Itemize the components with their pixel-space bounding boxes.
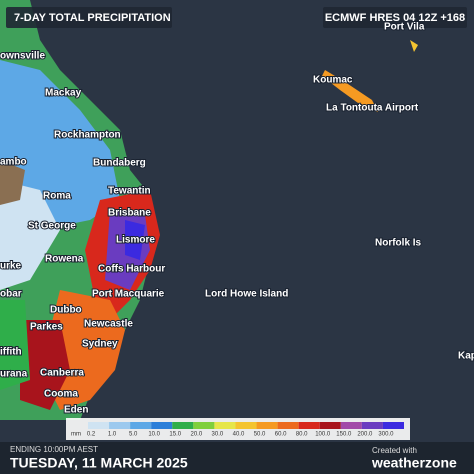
place: Koumac (313, 75, 353, 86)
place: St George (28, 221, 76, 232)
place: Port Macquarie (92, 289, 165, 300)
legend-label: 5.0 (129, 432, 138, 438)
legend: mm 0.2 1.0 5.0 10.0 15.0 20.0 30.0 40.0 50.0 60.0… (66, 418, 410, 440)
legend-label: 60.0 (275, 432, 287, 438)
legend-swatch (172, 422, 194, 429)
place: Norfolk Is (375, 238, 422, 249)
place: Bundaberg (93, 158, 146, 169)
place: Rockhampton (54, 130, 121, 141)
legend-swatch (277, 422, 299, 429)
place: Canberra (40, 368, 84, 379)
legend-label: 0.2 (87, 432, 96, 438)
legend-label: 100.0 (315, 432, 331, 438)
place-labels: ownsville Mackay Rockhampton ambo Bundab… (0, 21, 474, 417)
header: 7-DAY TOTAL PRECIPITATION ECMWF HRES 04 … (6, 7, 467, 28)
place: Eden (64, 405, 88, 416)
date: TUESDAY, 11 MARCH 2025 (10, 455, 188, 471)
place: Roma (43, 191, 71, 202)
place: Parkes (30, 322, 63, 333)
legend-swatch (235, 422, 257, 429)
title: 7-DAY TOTAL PRECIPITATION (14, 12, 171, 24)
legend-label: 30.0 (212, 432, 224, 438)
place: Dubbo (50, 305, 82, 316)
legend-swatch (193, 422, 215, 429)
legend-label: 15.0 (169, 432, 181, 438)
legend-swatch (130, 422, 152, 429)
legend-label: 20.0 (190, 432, 202, 438)
legend-swatch (298, 422, 320, 429)
place: La Tontouta Airport (326, 103, 419, 114)
legend-label: 1.0 (108, 432, 117, 438)
place: ambo (0, 157, 27, 168)
legend-swatch (151, 422, 173, 429)
legend-unit: mm (71, 432, 81, 438)
place: Mackay (45, 88, 82, 99)
place: urana (0, 369, 28, 380)
legend-label: 80.0 (296, 432, 308, 438)
legend-swatch (319, 422, 341, 429)
land-rain (0, 0, 418, 420)
legend-swatch (361, 422, 383, 429)
legend-label: 40.0 (233, 432, 245, 438)
place: ownsville (0, 51, 45, 62)
place: Sydney (82, 339, 118, 350)
place: Lismore (116, 235, 155, 246)
place: Kape (458, 351, 474, 362)
legend-swatch (88, 422, 110, 429)
created: Created with (372, 446, 417, 455)
place: obar (0, 289, 22, 300)
legend-swatch (382, 422, 404, 429)
legend-swatch (109, 422, 131, 429)
place: Coffs Harbour (98, 264, 165, 275)
place: iffith (0, 347, 22, 358)
place: Newcastle (84, 319, 133, 330)
place: urke (0, 261, 22, 272)
place: Port Vila (384, 22, 425, 33)
legend-label: 150.0 (336, 432, 352, 438)
brand: weatherzone (371, 455, 457, 471)
legend-label: 300.0 (378, 432, 394, 438)
legend-label: 200.0 (357, 432, 373, 438)
footer-band (0, 442, 474, 474)
place: Cooma (44, 389, 78, 400)
place: Lord Howe Island (205, 289, 288, 300)
legend-label: 50.0 (254, 432, 266, 438)
model-run: ECMWF HRES 04 12Z +168 (325, 12, 465, 24)
place: Rowena (45, 254, 84, 265)
place: Tewantin (108, 186, 151, 197)
ending: ENDING 10:00PM AEST (10, 445, 98, 454)
legend-swatch (340, 422, 362, 429)
legend-swatch (214, 422, 236, 429)
place: Brisbane (108, 208, 151, 219)
legend-swatch (256, 422, 278, 429)
legend-label: 10.0 (148, 432, 160, 438)
